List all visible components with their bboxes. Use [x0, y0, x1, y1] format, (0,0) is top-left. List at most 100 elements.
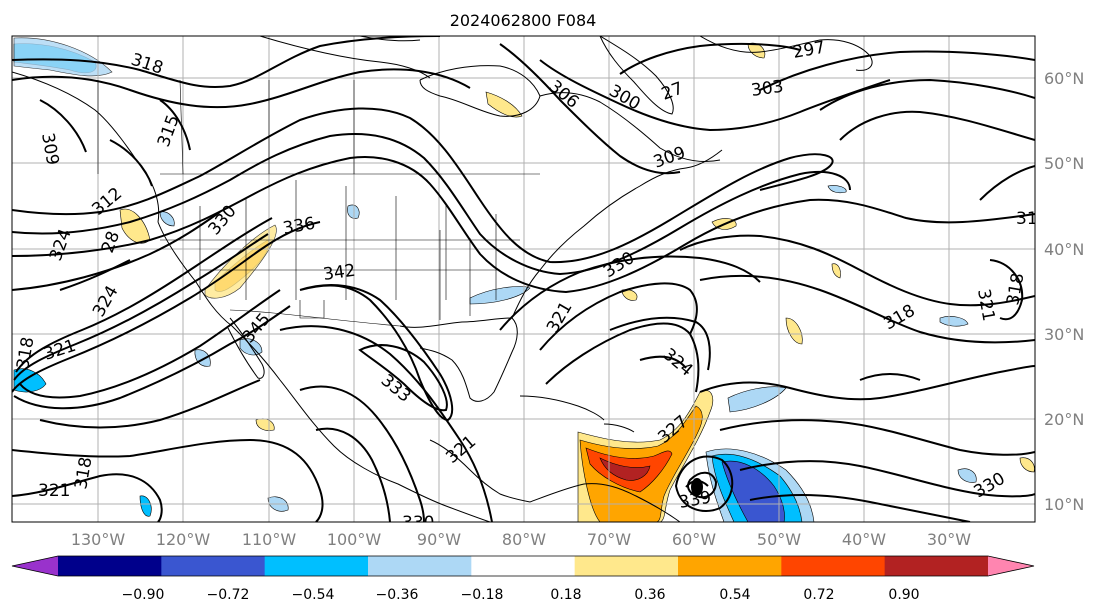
shade-neg-ne	[827, 185, 847, 194]
coast-central	[429, 439, 531, 503]
colorbar-tick: −0.72	[207, 587, 250, 603]
colorbar-box	[161, 556, 266, 576]
coast-gulf	[399, 317, 518, 402]
colorbar-box	[574, 556, 679, 576]
contour	[699, 274, 1035, 344]
shade-neg-gulf	[469, 286, 531, 305]
lon-label: 130°W	[71, 530, 126, 549]
colorbar-boxes	[58, 556, 989, 576]
lat-label: 40°N	[1044, 240, 1084, 259]
contour-label: 321	[38, 481, 70, 501]
contour	[315, 427, 391, 522]
coast-east	[511, 149, 723, 319]
colorbar: −0.90 −0.72 −0.54 −0.36 −0.18 0.18 0.36 …	[11, 555, 1035, 603]
contour	[609, 316, 711, 371]
contour	[12, 68, 471, 109]
shade-neg-nw-light	[13, 37, 113, 77]
coast-greenland2	[699, 36, 873, 71]
coast-cuba	[519, 395, 605, 421]
lon-label: 120°W	[156, 530, 211, 549]
contour	[739, 460, 1035, 498]
contour	[12, 156, 1035, 294]
colorbar-box	[264, 556, 369, 576]
contour	[13, 305, 291, 410]
colorbar-tick: −0.36	[376, 587, 419, 603]
coast-hispaniola	[603, 423, 635, 433]
contour	[749, 493, 971, 522]
contour	[679, 234, 1035, 307]
contour	[13, 233, 269, 381]
contour	[12, 211, 221, 291]
coast-alaska	[12, 71, 160, 223]
colorbar-tick: 0.54	[719, 587, 750, 603]
coast-hudson	[419, 65, 541, 117]
contour	[12, 133, 851, 276]
contour	[12, 473, 163, 522]
colorbar-tick: −0.18	[461, 587, 504, 603]
colorbar-tick: 0.18	[550, 587, 581, 603]
shade-pos-e	[1019, 457, 1035, 473]
contour	[109, 139, 153, 187]
shade-pos-mid	[785, 317, 803, 345]
contour	[499, 255, 761, 331]
lon-label: 50°W	[757, 530, 801, 549]
colorbar-box	[678, 556, 782, 576]
coast-arctic2	[359, 36, 421, 42]
contour	[279, 325, 493, 522]
contour	[539, 59, 891, 132]
shade-pos-canada	[485, 91, 523, 118]
shade-neg-atl2	[727, 386, 787, 413]
contour	[545, 322, 700, 393]
contour	[59, 259, 131, 291]
plot-title: 2024062800 F084	[450, 11, 597, 30]
lon-label: 30°W	[927, 530, 971, 549]
contour	[699, 365, 1035, 401]
contour	[979, 165, 1035, 201]
contour	[687, 471, 718, 499]
lat-label: 60°N	[1044, 69, 1084, 88]
lon-label: 110°W	[242, 530, 297, 549]
lat-label: 50°N	[1044, 154, 1084, 173]
contour	[39, 99, 87, 153]
cyclone-marker	[685, 478, 709, 496]
contour	[299, 284, 454, 422]
contour	[358, 344, 448, 412]
colorbar-tick: −0.90	[122, 587, 165, 603]
contour	[619, 42, 801, 75]
colorbar-extend-low	[12, 556, 58, 576]
colorbar-box	[781, 556, 886, 576]
contour	[12, 221, 321, 393]
contour	[15, 217, 273, 373]
colorbar-tick: 0.90	[888, 587, 919, 603]
contour	[759, 50, 1035, 91]
contour	[719, 419, 1035, 456]
colorbar-tick: 0.36	[634, 587, 665, 603]
contour	[674, 455, 734, 512]
contour	[839, 110, 1035, 141]
map-panel: 318 297 303 306 300 309 315 309 312 324 …	[12, 36, 1038, 522]
colorbar-box	[368, 556, 472, 576]
coast-baja	[227, 317, 265, 379]
shade-neg-mid	[831, 263, 841, 279]
lat-label: 20°N	[1044, 410, 1084, 429]
colorbar-box	[58, 556, 162, 576]
lon-label: 80°W	[502, 530, 546, 549]
contour	[539, 282, 698, 351]
contour	[159, 99, 191, 151]
contour-lines	[12, 36, 1035, 522]
shade-neg-e2	[957, 468, 977, 483]
latitude-labels: 60°N 50°N 40°N 30°N 20°N 10°N	[1044, 69, 1084, 514]
colorbar-tick: 0.72	[803, 587, 834, 603]
coast-labrador	[539, 92, 721, 162]
colorbar-tick: −0.54	[292, 587, 335, 603]
lon-label: 60°W	[672, 530, 716, 549]
contour	[19, 289, 281, 399]
longitude-labels: 130°W 120°W 110°W 100°W 90°W 80°W 70°W 6…	[71, 530, 971, 549]
contour	[12, 107, 834, 264]
shade-pos-w	[621, 289, 638, 301]
shade-neg-s	[139, 495, 152, 517]
colorbar-extend-high	[988, 556, 1034, 576]
contour-label: 31	[1016, 209, 1038, 229]
contour	[639, 355, 687, 369]
